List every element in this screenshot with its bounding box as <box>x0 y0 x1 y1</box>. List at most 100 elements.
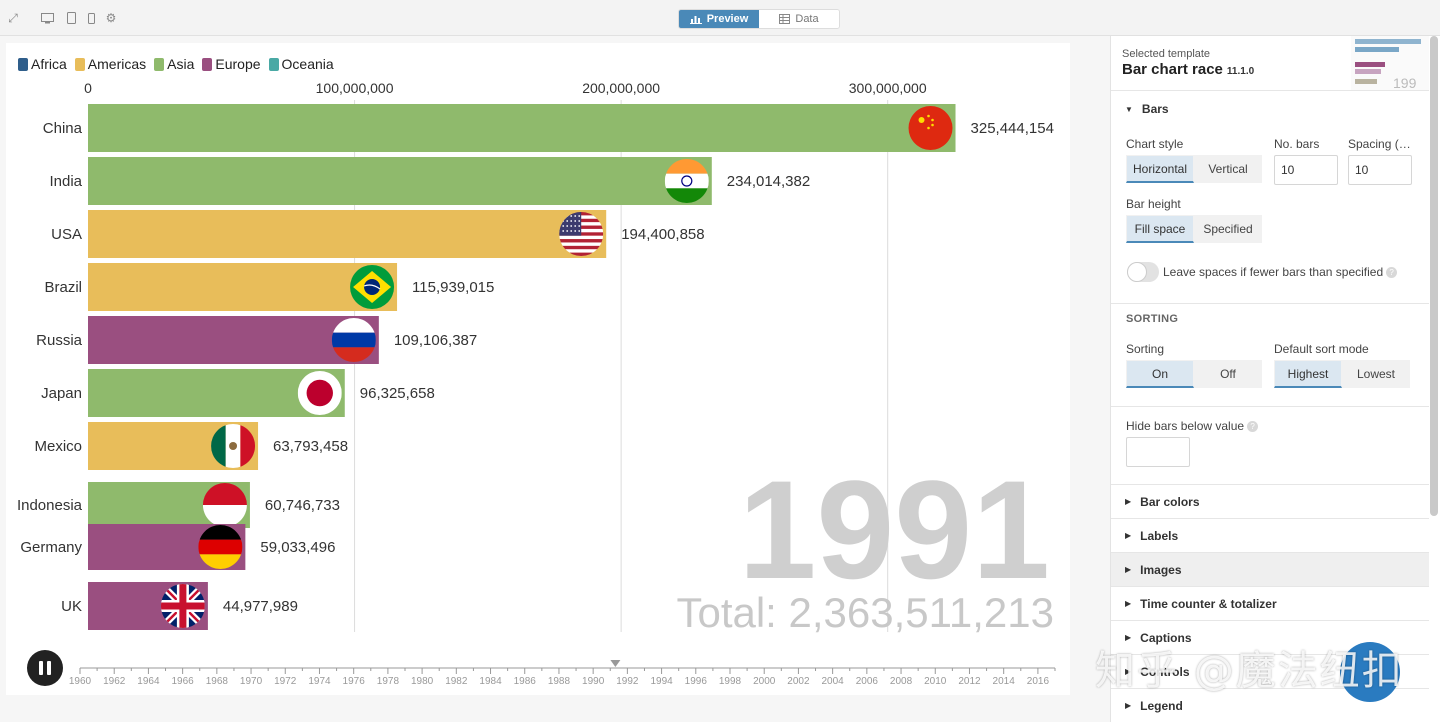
bar-label: Mexico <box>34 438 82 455</box>
help-icon[interactable]: ? <box>1247 421 1259 433</box>
legend-item-oceania[interactable]: Oceania <box>268 56 334 72</box>
bar-value-label: 234,014,382 <box>727 173 810 190</box>
bar-label: USA <box>51 226 82 243</box>
gear-icon[interactable]: ⚙ <box>105 11 117 25</box>
template-thumb-year: 199 <box>1393 75 1417 90</box>
bar-usa <box>88 210 607 258</box>
section-label: Labels <box>1140 528 1179 543</box>
section-images[interactable]: ▶ Images <box>1111 553 1429 587</box>
section-legend[interactable]: ▶ Legend <box>1111 689 1429 722</box>
legend-item-africa[interactable]: Africa <box>18 56 67 72</box>
timeline-label: 1990 <box>582 676 605 687</box>
sorting-header: SORTING <box>1126 313 1179 325</box>
legend-label: Oceania <box>281 56 334 72</box>
leave-spaces-text: Leave spaces if fewer bars than specifie… <box>1163 265 1384 279</box>
timeline-label: 1988 <box>548 676 571 687</box>
bar-value-label: 194,400,858 <box>621 226 704 243</box>
bar-height-specified[interactable]: Specified <box>1194 215 1262 243</box>
panel-scrollbar[interactable] <box>1430 36 1438 516</box>
caret-right-icon: ▶ <box>1125 667 1132 676</box>
timeline-handle[interactable] <box>610 660 621 667</box>
section-label: Time counter & totalizer <box>1140 596 1277 611</box>
timeline-label: 1968 <box>206 676 229 687</box>
chart-style-label: Chart style <box>1126 137 1184 151</box>
sorting-off[interactable]: Off <box>1194 360 1262 388</box>
x-tick-label: 0 <box>84 80 92 96</box>
tab-data[interactable]: Data <box>759 10 839 28</box>
bar-value-label: 59,033,496 <box>260 539 335 556</box>
watermark: 知乎 @魔法纽扣 <box>1095 648 1404 694</box>
legend-swatch <box>74 57 85 71</box>
legend-item-asia[interactable]: Asia <box>154 56 194 72</box>
hide-below-text: Hide bars below value <box>1126 419 1245 433</box>
no-bars-input[interactable] <box>1274 155 1338 185</box>
caret-right-icon: ▶ <box>1125 497 1132 506</box>
bar-china <box>88 104 956 152</box>
section-captions[interactable]: ▶ Captions <box>1111 621 1429 655</box>
bar-chart-race: 0 100,000,000 200,000,000 300,000,000 1991To… <box>17 80 1056 687</box>
timeline-label: 1980 <box>411 676 434 687</box>
germany-flag-icon <box>198 525 243 569</box>
settings-panel: Selected template Bar chart race 11.1.0 1… <box>1110 36 1429 722</box>
section-bars-header[interactable]: ▼ Bars <box>1111 92 1429 126</box>
template-name-text: Bar chart race <box>1122 61 1223 78</box>
expand-icon[interactable]: ⤢ <box>8 11 18 25</box>
sorting-on[interactable]: On <box>1126 360 1194 388</box>
section-bar-colors[interactable]: ▶ Bar colors <box>1111 485 1429 519</box>
timeline-label: 2008 <box>890 676 913 687</box>
mobile-icon[interactable] <box>84 11 98 25</box>
bar-height-fill-space[interactable]: Fill space <box>1126 215 1194 243</box>
caret-right-icon: ▶ <box>1125 531 1132 540</box>
spacing-input[interactable] <box>1348 155 1412 185</box>
timeline-label: 1960 <box>69 676 92 687</box>
section-time-counter-totalizer[interactable]: ▶ Time counter & totalizer <box>1111 587 1429 621</box>
timeline-label: 2014 <box>993 676 1016 687</box>
template-header[interactable]: Selected template Bar chart race 11.1.0 1… <box>1111 36 1429 91</box>
bar-value-label: 115,939,015 <box>412 279 494 296</box>
bar-label: India <box>49 173 82 190</box>
help-icon[interactable]: ? <box>1386 267 1398 279</box>
japan-flag-icon <box>297 371 342 415</box>
template-version: 11.1.0 <box>1226 66 1255 77</box>
bar-value-label: 96,325,658 <box>360 385 435 402</box>
section-label: Bar colors <box>1140 494 1200 509</box>
spacing-label: Spacing (… <box>1348 137 1411 151</box>
table-icon <box>779 14 791 24</box>
section-label: Images <box>1140 562 1182 577</box>
timeline-label: 2002 <box>787 676 810 687</box>
watermark-badge <box>1340 642 1400 702</box>
legend-item-americas[interactable]: Americas <box>74 56 146 72</box>
chart-style-vertical[interactable]: Vertical <box>1194 155 1262 183</box>
bar-height-label: Bar height <box>1126 197 1181 211</box>
tablet-icon[interactable] <box>64 11 78 25</box>
toggle-knob <box>1127 262 1147 282</box>
legend-item-europe[interactable]: Europe <box>202 56 261 72</box>
chart-legend: Africa Americas Asia Europe Oceania <box>18 56 334 72</box>
desktop-icon[interactable] <box>40 11 54 25</box>
indonesia-flag-icon <box>202 483 247 527</box>
hide-below-input[interactable] <box>1126 437 1190 467</box>
bar-row-indonesia: Indonesia 60,746,733 <box>17 482 340 528</box>
bar-value-label: 63,793,458 <box>273 438 348 455</box>
timeline-label: 1964 <box>137 676 160 687</box>
bar-value-label: 109,106,387 <box>394 332 477 349</box>
legend-swatch <box>202 57 213 71</box>
bar-label: Japan <box>41 385 82 402</box>
leave-spaces-toggle[interactable] <box>1127 262 1159 282</box>
tab-data-label: Data <box>795 13 819 25</box>
brazil-flag-icon <box>350 265 395 309</box>
legend-swatch <box>18 57 28 71</box>
x-tick-label: 300,000,000 <box>849 80 927 96</box>
timeline-label: 1982 <box>445 676 468 687</box>
section-labels[interactable]: ▶ Labels <box>1111 519 1429 553</box>
india-flag-icon <box>664 159 709 203</box>
timeline-label: 1984 <box>479 676 502 687</box>
section-controls[interactable]: ▶ Controls <box>1111 655 1429 689</box>
section-label: Controls <box>1140 664 1190 679</box>
hide-below-label: Hide bars below value? <box>1126 419 1259 433</box>
tab-preview[interactable]: Preview <box>679 10 759 28</box>
sort-mode-highest[interactable]: Highest <box>1274 360 1342 388</box>
sort-mode-lowest[interactable]: Lowest <box>1342 360 1410 388</box>
chart-style-horizontal[interactable]: Horizontal <box>1126 155 1194 183</box>
pause-button[interactable] <box>27 650 63 686</box>
